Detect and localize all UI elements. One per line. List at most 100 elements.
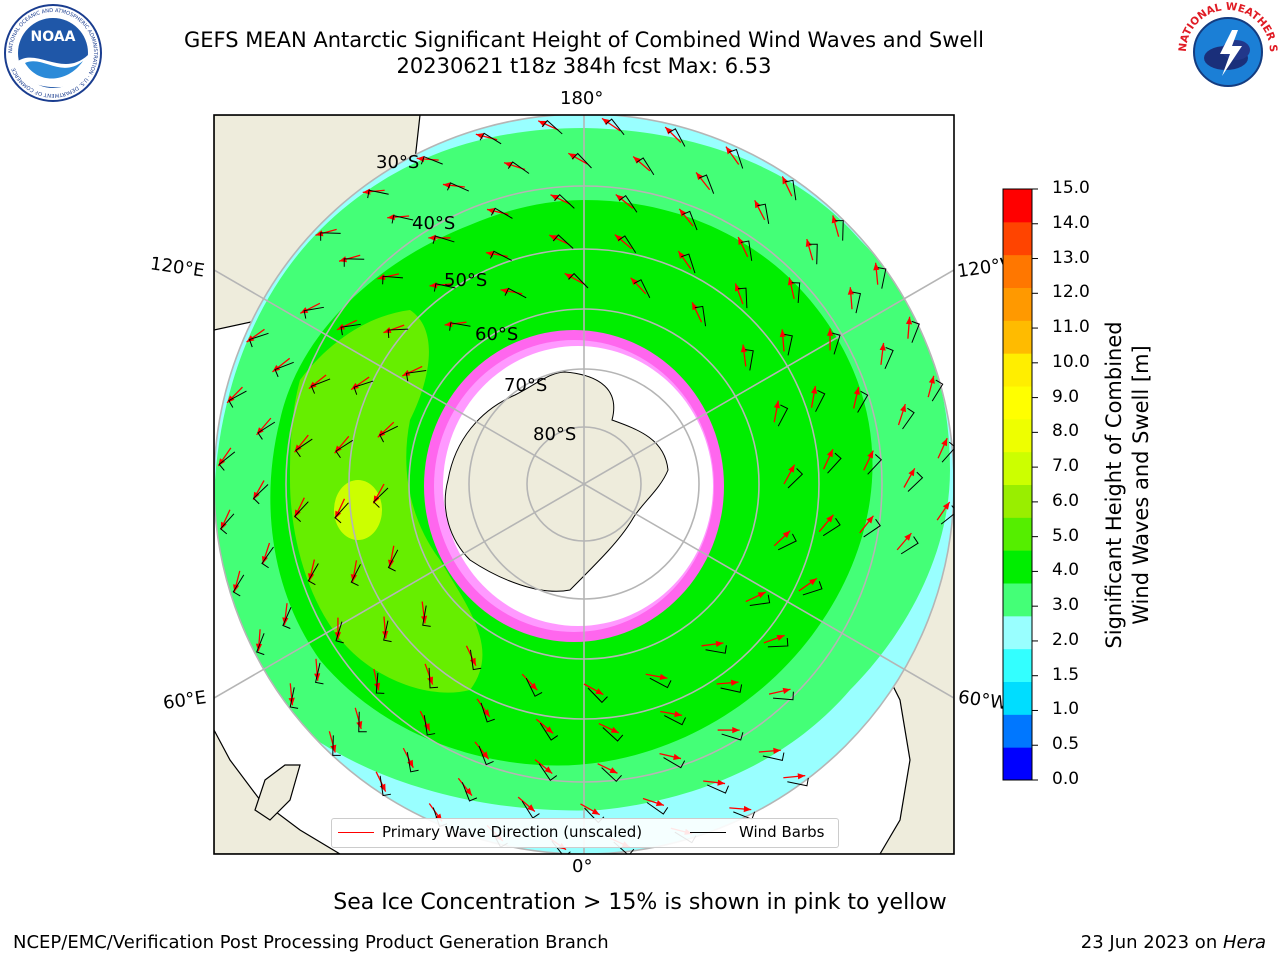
wave-arrowhead [941,438,948,447]
wave-arrowhead [738,236,745,245]
wave-arrowhead [805,239,812,247]
colorbar-cell [1003,451,1032,485]
africa-land [214,729,342,854]
wind-barb [289,687,299,709]
wind-barb [539,722,559,741]
colorbar-tick-label: 8.0 [1052,421,1080,442]
colorbar-tick-label: 2.0 [1052,629,1080,650]
wave-arrowhead [831,215,838,224]
map-frame [213,114,955,855]
wind-barb [353,380,374,395]
wind-barb [295,438,313,458]
wind-barb [248,332,269,348]
wind-barb [857,390,869,413]
wind-barb [335,439,354,459]
colorbar-tick-label: 1.0 [1052,699,1080,720]
wave-arrowhead [725,146,733,155]
wave-arrowhead [757,592,766,599]
colorbar-tick-label: 12.0 [1052,282,1090,303]
wave-arrowhead [308,381,317,389]
wind-barb [568,272,589,289]
wind-barb [832,332,841,355]
wave-arrowhead [544,766,553,774]
wind-barb [228,390,247,408]
wind-barb [343,258,365,267]
legend-barb-label: Wind Barbs [739,823,825,841]
wind-barb [335,621,344,644]
wave-arrowhead [730,679,739,686]
wind-barb [663,757,686,769]
wave-arrowhead [734,283,741,292]
wave-arrowhead [715,640,724,648]
wind-barb [571,152,592,169]
wind-barb [332,735,341,756]
wave-arrowhead [853,387,860,395]
colorbar-tick-label: 7.0 [1052,456,1080,477]
wind-barb [387,328,409,339]
lat-label-30s: 30°S [376,152,420,173]
wind-barb [664,715,686,726]
wind-barb [218,451,236,471]
wind-barb [367,189,389,199]
wind-barb [682,210,698,231]
chart-title: GEFS MEAN Antarctic Significant Height o… [183,28,985,52]
sea-ice-note: Sea Ice Concentration > 15% is shown in … [333,890,947,915]
wave-arrowhead [655,800,664,807]
wave-arrowhead [591,808,600,815]
wave-arrowhead [383,327,392,334]
colorbar-cell [1003,681,1032,715]
wave-arrowhead [905,316,913,325]
colorbar-cell [1003,353,1032,387]
colorbar-tick-label: 13.0 [1052,247,1090,268]
colorbar-tick-label: 14.0 [1052,212,1090,233]
wind-barb [274,361,294,378]
wave-arrowhead [601,118,610,126]
wave-arrowhead [673,753,681,760]
wave-arrowhead [776,634,785,641]
wind-barb [681,253,696,274]
wind-barb [490,207,513,219]
wind-barb [382,275,403,285]
wave-arrowhead [879,342,886,351]
wind-barb [649,677,672,689]
wind-barb [721,732,744,741]
wind-barb [334,502,349,524]
wind-barb [406,752,419,773]
wind-barb [707,784,729,794]
map-legend: Primary Wave Direction (unscaled) Wind B… [331,818,839,848]
wave-arrowhead [826,449,833,458]
wind-barb [387,549,399,572]
wave-arrowhead [873,262,880,271]
wind-barb [694,305,707,327]
colorbar-tick-label: 1.5 [1052,664,1080,685]
wave-arrowhead [867,450,874,459]
wind-barb [405,369,427,382]
wind-barb [490,250,512,261]
lat-label-80s: 80°S [533,424,577,445]
wave-arrowhead [782,176,789,185]
wave-arrowhead [782,530,791,539]
wave-arrowhead [315,230,324,237]
wind-barb [449,322,471,331]
wind-barb [784,179,797,201]
wind-barb [232,574,245,597]
field-band-5-6 [290,310,483,693]
colorbar-cell [1003,287,1032,321]
vector-layer [217,117,954,854]
wind-barb [375,673,385,694]
wind-barb [478,745,494,766]
madagascar-land [254,764,301,821]
wind-barb [602,727,624,742]
wind-barb [809,243,818,265]
colorbar-label-line2: Wind Waves and Swell [m] [1129,345,1153,625]
wave-arrowhead [674,711,682,718]
wind-barb [617,235,637,254]
colorbar-cell [1003,648,1032,682]
wind-barb [773,691,794,701]
wave-arrowhead [595,688,604,695]
wave-arrowhead [564,273,573,280]
wind-barb [784,333,793,356]
colorbar-cell [1003,517,1032,551]
lon-label-0: 0° [572,856,593,877]
